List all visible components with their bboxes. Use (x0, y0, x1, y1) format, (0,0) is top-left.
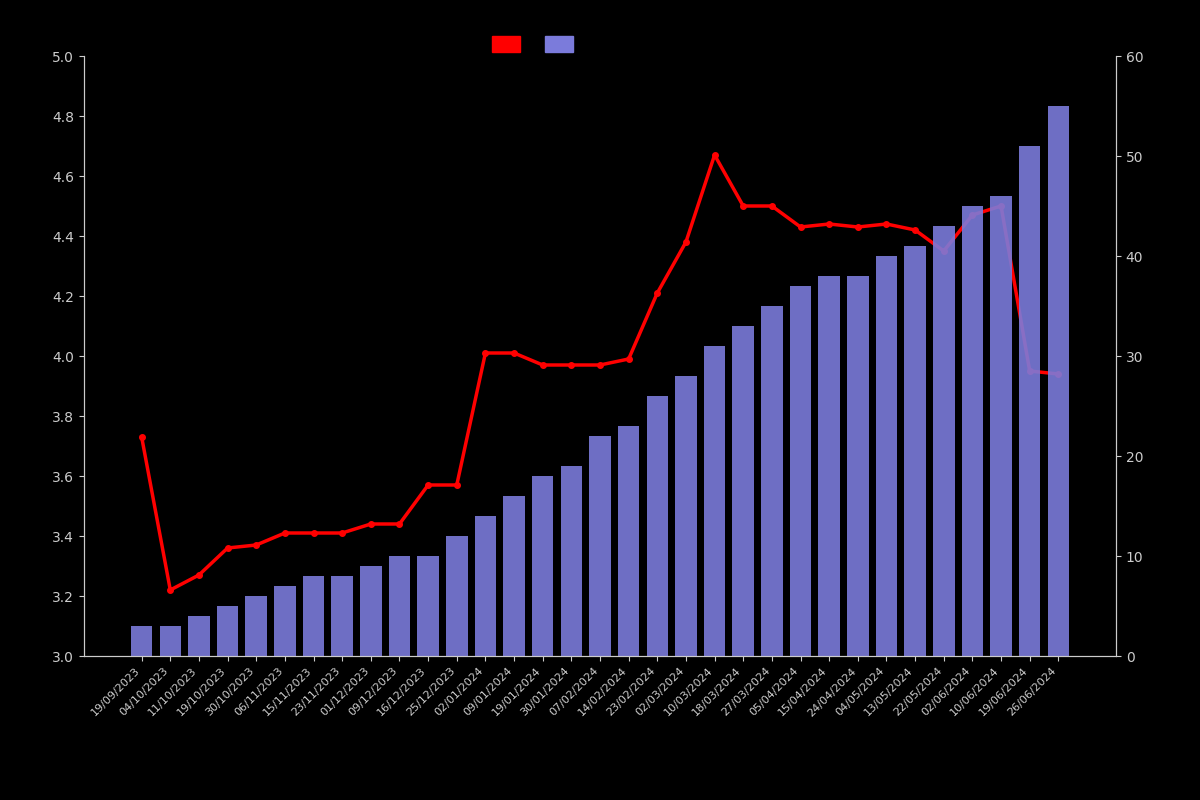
Bar (503, 496, 524, 656)
Bar (475, 516, 496, 656)
Bar (647, 396, 668, 656)
Bar (418, 556, 439, 656)
Bar (704, 346, 725, 656)
Bar (761, 306, 782, 656)
Bar (302, 576, 324, 656)
Bar (131, 626, 152, 656)
Bar (790, 286, 811, 656)
Bar (360, 566, 382, 656)
Bar (732, 326, 754, 656)
Legend: , : , (487, 30, 589, 58)
Bar (560, 466, 582, 656)
Bar (217, 606, 239, 656)
Bar (331, 576, 353, 656)
Bar (961, 206, 983, 656)
Bar (876, 256, 898, 656)
Bar (274, 586, 295, 656)
Bar (446, 536, 468, 656)
Bar (676, 376, 697, 656)
Bar (188, 616, 210, 656)
Bar (160, 626, 181, 656)
Bar (847, 276, 869, 656)
Bar (934, 226, 954, 656)
Bar (818, 276, 840, 656)
Bar (1048, 106, 1069, 656)
Bar (905, 246, 926, 656)
Bar (990, 196, 1012, 656)
Bar (589, 436, 611, 656)
Bar (1019, 146, 1040, 656)
Bar (389, 556, 410, 656)
Bar (618, 426, 640, 656)
Bar (532, 476, 553, 656)
Bar (246, 596, 266, 656)
